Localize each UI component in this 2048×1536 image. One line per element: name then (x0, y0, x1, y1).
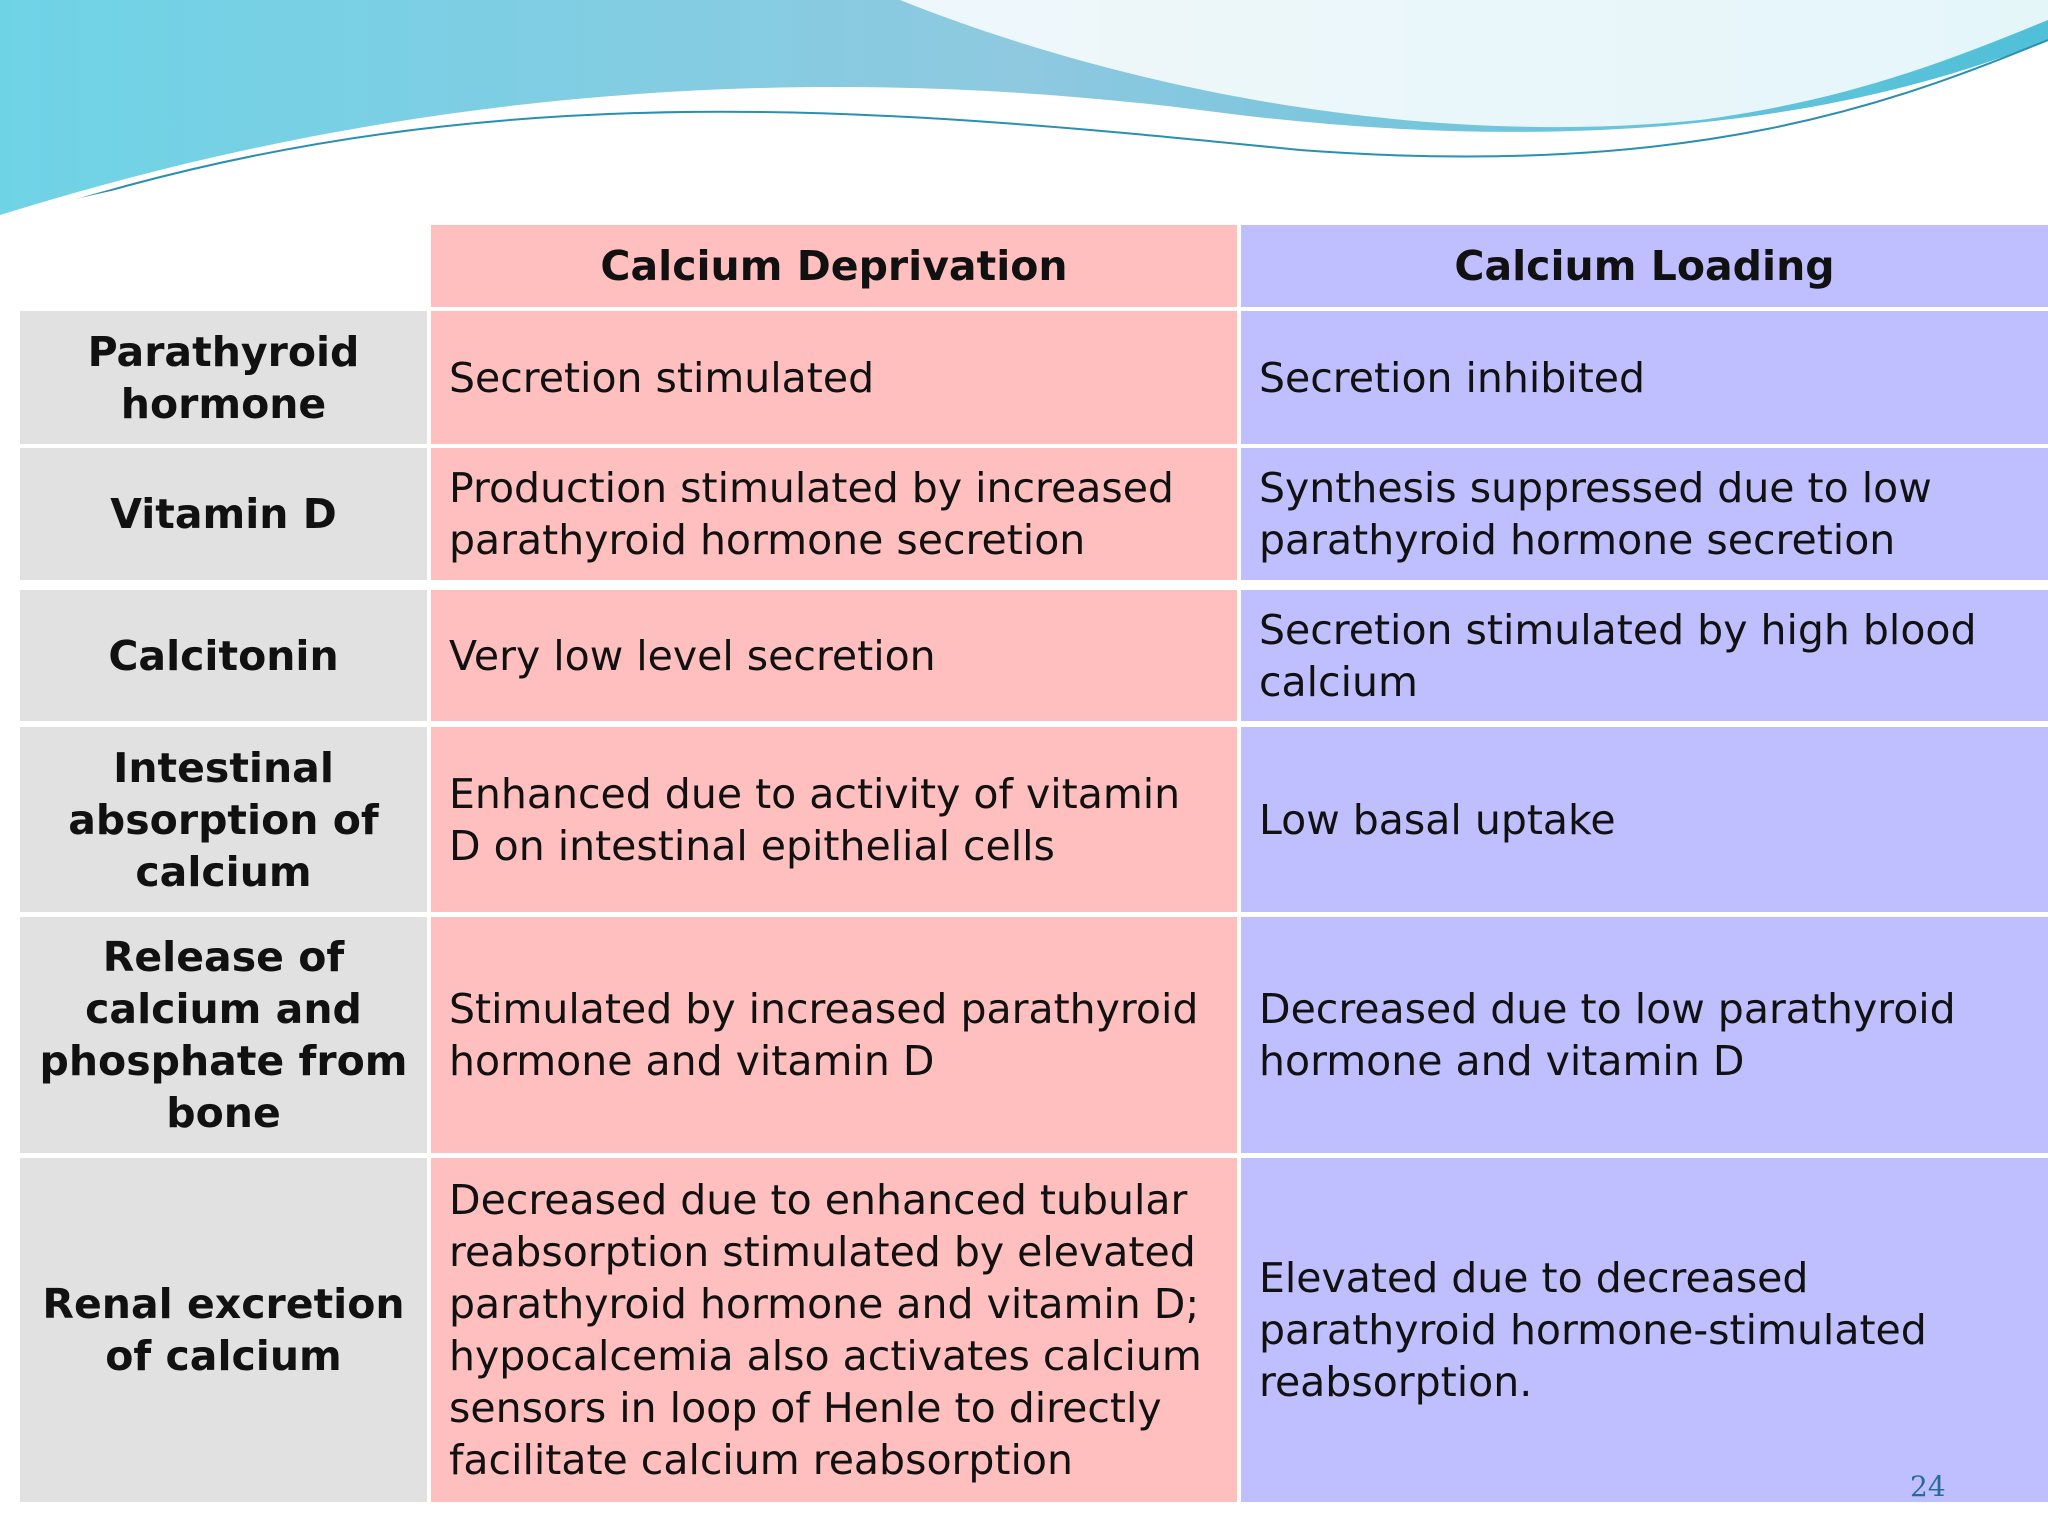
row-header: Release of calcium and phosphate from bo… (20, 917, 427, 1153)
table-cell: Synthesis suppressed due to low parathyr… (1241, 448, 2048, 580)
table-cell: Low basal uptake (1241, 727, 2048, 912)
table-cell: Stimulated by increased parathyroid horm… (431, 917, 1237, 1153)
row-header: Intestinal absorption of calcium (20, 727, 427, 912)
table-cell: Very low level secretion (431, 590, 1237, 721)
table-cell: Enhanced due to activity of vitamin D on… (431, 727, 1237, 912)
column-header: Calcium Deprivation (431, 225, 1237, 307)
table-cell: Production stimulated by increased parat… (431, 448, 1237, 580)
row-header: Renal excretion of calcium (20, 1158, 427, 1502)
table-cell: Elevated due to decreased parathyroid ho… (1241, 1158, 2048, 1502)
table-cell: Secretion stimulated (431, 311, 1237, 444)
table-cell: Decreased due to low parathyroid hormone… (1241, 917, 2048, 1153)
table-cell: Secretion inhibited (1241, 311, 2048, 444)
row-header: Vitamin D (20, 448, 427, 580)
page-number: 24 (1910, 1470, 1946, 1503)
row-header: Parathyroid hormone (20, 311, 427, 444)
table-cell: Secretion stimulated by high blood calci… (1241, 590, 2048, 721)
header-wave (0, 0, 2048, 222)
row-header: Calcitonin (20, 590, 427, 721)
column-header: Calcium Loading (1241, 225, 2048, 307)
table-cell: Decreased due to enhanced tubular reabso… (431, 1158, 1237, 1502)
